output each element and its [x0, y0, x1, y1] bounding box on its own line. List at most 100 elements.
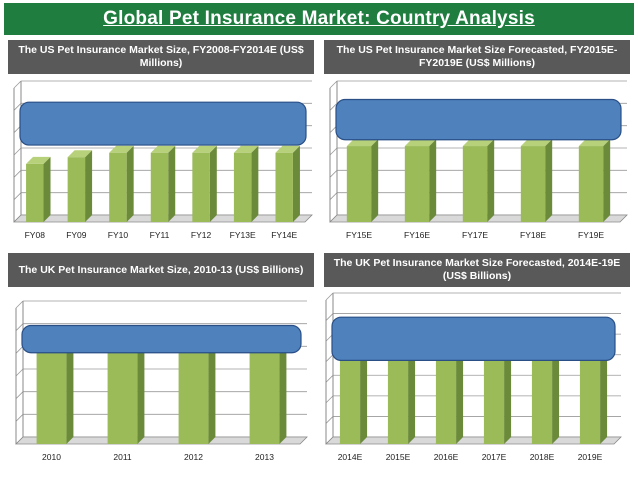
- bar-top: [520, 139, 553, 147]
- gridline-depth: [329, 80, 338, 89]
- bar-top: [233, 145, 259, 153]
- bar: [249, 351, 280, 444]
- bar: [26, 163, 44, 222]
- gridline-depth: [329, 170, 338, 178]
- bar: [192, 152, 210, 222]
- x-tick-label: FY14E: [271, 230, 297, 240]
- chart-3-header: The UK Pet Insurance Market Size, 2010-1…: [8, 253, 314, 287]
- x-tick-label: 2010: [42, 452, 61, 462]
- overlay-box: [331, 316, 616, 362]
- x-tick-label: FY09: [66, 230, 87, 240]
- bar-top: [275, 145, 300, 153]
- overlay-box: [21, 324, 302, 354]
- bar-top: [67, 150, 93, 158]
- x-tick-label: 2014E: [338, 452, 363, 462]
- bar-side: [251, 145, 259, 222]
- bar-side: [408, 342, 416, 444]
- bar-side: [209, 145, 217, 222]
- gridline-depth: [15, 323, 24, 331]
- bar: [233, 152, 252, 222]
- overlay-box: [335, 98, 622, 141]
- gridline-depth: [325, 292, 334, 301]
- gridline-depth: [325, 416, 334, 424]
- bar-top: [109, 145, 134, 153]
- gridline-depth: [325, 354, 334, 362]
- bar-side: [208, 344, 216, 444]
- chart-2-header: The US Pet Insurance Market Size Forecas…: [324, 40, 630, 74]
- x-tick-label: FY19E: [578, 230, 604, 240]
- gridline-depth: [13, 170, 22, 178]
- x-tick-label: FY13E: [230, 230, 256, 240]
- chart-4-header: The UK Pet Insurance Market Size Forecas…: [324, 253, 630, 287]
- gridline-depth: [325, 313, 334, 321]
- bar-top: [150, 145, 176, 153]
- x-tick-label: FY12: [191, 230, 212, 240]
- bar-side: [371, 139, 379, 222]
- bar: [150, 152, 169, 222]
- bar-side: [429, 139, 437, 222]
- x-tick-label: FY08: [25, 230, 46, 240]
- bar-side: [279, 344, 287, 444]
- bar-top: [192, 145, 217, 153]
- bar-side: [43, 156, 51, 222]
- x-tick-label: 2013: [255, 452, 274, 462]
- bar: [346, 146, 372, 222]
- bar-side: [66, 344, 74, 444]
- gridline-depth: [15, 414, 24, 422]
- page-title: Global Pet Insurance Market: Country Ana…: [103, 8, 535, 29]
- bar: [36, 351, 67, 444]
- x-tick-label: 2011: [113, 452, 132, 462]
- bar: [483, 349, 505, 444]
- chart-1-header: The US Pet Insurance Market Size, FY2008…: [8, 40, 314, 74]
- bar-side: [545, 139, 553, 222]
- bar-side: [360, 342, 368, 444]
- bar-top: [578, 139, 611, 147]
- gridline-depth: [13, 147, 22, 156]
- bar-top: [462, 139, 495, 147]
- bar-side: [487, 139, 495, 222]
- bar-side: [504, 342, 512, 444]
- gridline-depth: [329, 103, 338, 111]
- bar: [579, 349, 601, 444]
- x-tick-label: 2016E: [434, 452, 459, 462]
- gridline-depth: [13, 80, 22, 89]
- gridline-depth: [325, 395, 334, 404]
- title-bar: Global Pet Insurance Market: Country Ana…: [4, 3, 634, 35]
- gridline-depth: [325, 375, 334, 383]
- overlay-box: [19, 101, 307, 146]
- bar: [435, 349, 457, 444]
- bar-side: [600, 342, 608, 444]
- bar-side: [168, 145, 176, 222]
- bar-top: [404, 139, 437, 147]
- bar: [462, 146, 488, 222]
- x-tick-label: 2018E: [530, 452, 555, 462]
- bar: [404, 146, 430, 222]
- x-tick-label: FY16E: [404, 230, 430, 240]
- x-tick-label: FY18E: [520, 230, 546, 240]
- bar: [178, 351, 209, 444]
- bar-side: [552, 342, 560, 444]
- bar: [387, 349, 409, 444]
- bar-top: [26, 156, 51, 164]
- gridline-depth: [13, 103, 22, 111]
- bar-side: [137, 344, 145, 444]
- bar: [578, 146, 604, 222]
- gridline-depth: [13, 192, 22, 200]
- bar: [531, 349, 553, 444]
- x-tick-label: 2015E: [386, 452, 411, 462]
- bar-side: [126, 145, 134, 222]
- gridline-depth: [329, 147, 338, 156]
- x-tick-label: FY10: [108, 230, 129, 240]
- x-tick-label: 2017E: [482, 452, 507, 462]
- x-tick-label: FY11: [150, 230, 170, 240]
- x-tick-label: FY17E: [462, 230, 488, 240]
- bar: [520, 146, 546, 222]
- gridline-depth: [15, 346, 24, 354]
- bar: [107, 351, 138, 444]
- bar: [339, 349, 361, 444]
- gridline-depth: [15, 368, 24, 377]
